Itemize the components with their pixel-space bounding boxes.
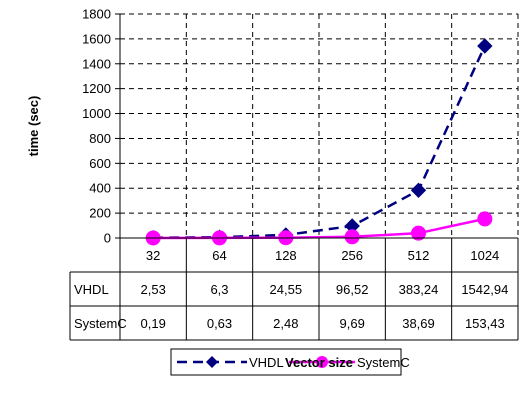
data-label: 2,48 [273, 316, 298, 331]
y-tick-label: 1400 [82, 56, 111, 71]
x-tick-label: 128 [275, 248, 297, 263]
y-tick-label: 800 [89, 131, 111, 146]
data-point-systemc [411, 225, 426, 241]
table-series-name: VHDL [74, 282, 109, 297]
data-point-vhdl [410, 182, 427, 199]
data-label: 24,55 [270, 282, 303, 297]
y-tick-label: 0 [104, 231, 111, 246]
x-tick-label: 32 [146, 248, 160, 263]
y-tick-label: 200 [89, 206, 111, 221]
data-label: 2,53 [141, 282, 166, 297]
y-axis-title: time (sec) [26, 96, 41, 157]
legend-label: SystemC [357, 355, 410, 370]
y-axis: 0 200 400 600 800 1000 1200 1400 1600 1800 [82, 7, 121, 246]
legend-label: VHDL [249, 355, 284, 370]
y-tick-label: 1800 [82, 7, 111, 22]
data-label: 0,19 [141, 316, 166, 331]
y-tick-label: 1000 [82, 106, 111, 121]
x-tick-label: 64 [212, 248, 226, 263]
y-tick-label: 1200 [82, 81, 111, 96]
legend: VHDL SystemC [170, 348, 410, 376]
legend-marker-systemc [316, 356, 328, 368]
x-axis-title: Vector size [285, 355, 353, 370]
y-tick-label: 400 [89, 181, 111, 196]
data-point-vhdl [477, 38, 493, 54]
data-table: 32 64 128 256 512 1024 VHDL 2,53 6,3 24,55 96,52 38… [69, 237, 519, 341]
data-label: 0,63 [207, 316, 232, 331]
data-label: 6,3 [210, 282, 228, 297]
data-point-systemc [477, 211, 493, 227]
data-label: 1542,94 [461, 282, 508, 297]
legend-marker-vhdl [206, 356, 218, 368]
x-tick-label: 1024 [470, 248, 499, 263]
data-point-systemc [344, 229, 360, 245]
data-label: 96,52 [336, 282, 369, 297]
data-label: 38,69 [402, 316, 435, 331]
data-label: 383,24 [399, 282, 439, 297]
data-label: 9,69 [340, 316, 365, 331]
data-label: 153,43 [465, 316, 505, 331]
grid-lines [120, 13, 519, 238]
x-tick-label: 256 [341, 248, 363, 263]
table-series-name: SystemC [74, 316, 127, 331]
y-tick-label: 1600 [82, 31, 111, 46]
x-tick-label: 512 [408, 248, 430, 263]
y-tick-label: 600 [89, 156, 111, 171]
